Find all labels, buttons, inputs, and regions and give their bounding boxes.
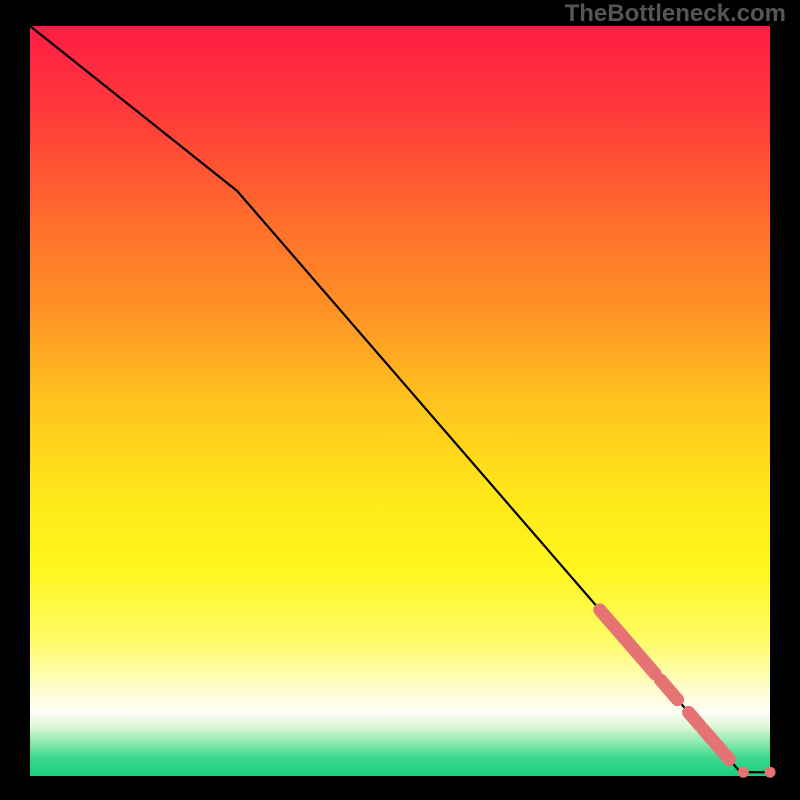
marker-point [738,767,749,778]
marker-pill [660,680,677,700]
marker-point [765,767,776,778]
marker-pill [689,712,700,725]
marker-pill [703,730,729,760]
marker-pill [600,610,656,674]
main-line [30,26,770,772]
chart-frame: TheBottleneck.com [0,0,800,800]
chart-overlay [0,0,800,800]
